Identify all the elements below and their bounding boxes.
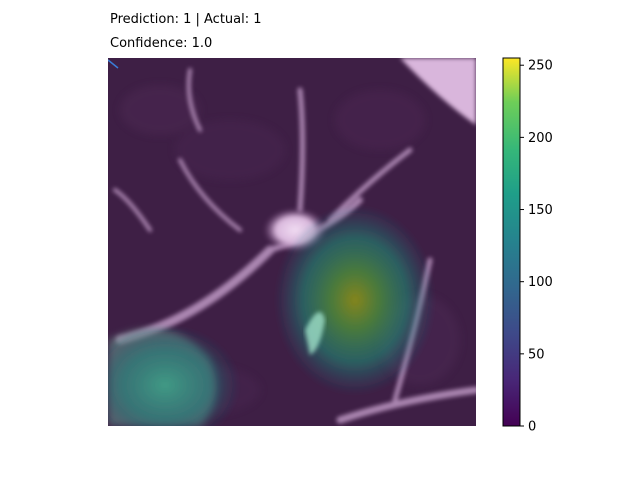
- colorbar-tick-label: 100: [528, 275, 553, 290]
- colorbar-tick-label: 0: [528, 420, 536, 435]
- colorbar-gradient: [503, 58, 520, 426]
- prediction-title: Prediction: 1 | Actual: 1: [110, 12, 262, 27]
- bright-spot: [305, 312, 325, 355]
- colorbar-tick-label: 200: [528, 131, 553, 146]
- confidence-subtitle: Confidence: 1.0: [110, 36, 213, 51]
- heatmap-hotspot: [275, 205, 435, 395]
- colorbar: 0 50 100 150 200 250: [502, 57, 553, 435]
- heatmap-secondary: [108, 325, 240, 426]
- corner-artifact: [108, 59, 119, 69]
- colorbar-ticks: 0 50 100 150 200 250: [520, 59, 553, 435]
- colorbar-tick-label: 50: [528, 347, 545, 362]
- lung-wall: [400, 58, 476, 125]
- colorbar-frame: [502, 57, 521, 427]
- colorbar-tick-label: 150: [528, 203, 553, 218]
- overlay-image: [108, 58, 476, 426]
- colorbar-tick-label: 250: [528, 59, 553, 74]
